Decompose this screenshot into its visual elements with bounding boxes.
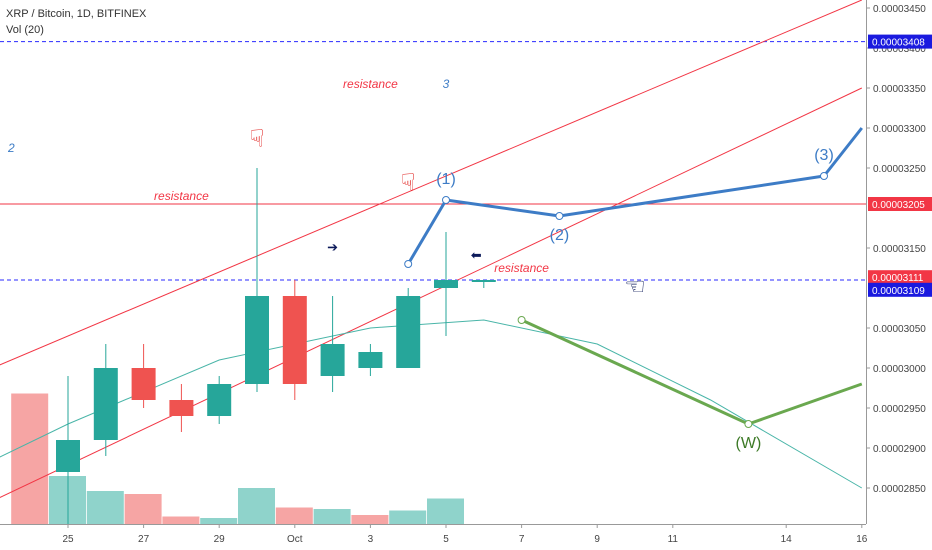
chart-annotation: resistance — [343, 77, 398, 91]
candle-body — [245, 296, 269, 384]
volume-bar — [427, 498, 464, 524]
wave-path-green-node — [744, 420, 753, 428]
candle-body — [93, 368, 118, 440]
curved-projection-arc — [0, 319, 863, 489]
wave-path-blue-node — [442, 196, 450, 204]
price-tag — [868, 270, 932, 285]
volume-bar — [238, 488, 275, 524]
time-tick-label: 14 — [781, 534, 793, 545]
time-tick-label: 16 — [856, 534, 868, 545]
chart-annotation: 3 — [443, 77, 450, 91]
time-tick-label: 7 — [519, 534, 525, 545]
candle-body — [282, 296, 307, 384]
candle-body — [56, 440, 80, 472]
price-tick-label: 0.00002950 — [873, 404, 926, 415]
candle-body — [131, 368, 156, 400]
price-tag-label: 0.00003408 — [872, 38, 925, 49]
wave-path-green — [520, 318, 863, 426]
price-tick-label: 0.00003050 — [873, 324, 926, 335]
wave-path-green-node — [517, 316, 526, 324]
volume-bar — [162, 516, 200, 524]
chart-annotation: resistance — [154, 189, 209, 203]
chart-annotation: (3) — [814, 147, 834, 164]
price-tick-label: 0.00003000 — [873, 364, 926, 375]
time-tick-label: 29 — [214, 534, 226, 545]
price-tag-label: 0.00003109 — [872, 286, 925, 297]
price-tag-label: 0.00003205 — [872, 200, 925, 211]
price-tick-label: 0.00003400 — [873, 44, 926, 55]
price-tick-label: 0.00003350 — [873, 84, 926, 95]
price-tick-label: 0.00002900 — [873, 444, 926, 455]
price-tag — [868, 34, 932, 49]
price-tick-label: 0.00003250 — [873, 164, 926, 175]
volume-bar — [275, 507, 313, 524]
volume-bar — [124, 494, 162, 524]
time-tick-label: 11 — [668, 534, 679, 545]
chart-annotation: (1) — [436, 171, 456, 188]
plot-area: resistance 3 2 resistance resistance (1) (2) (3… — [0, 0, 866, 524]
chart-annotation: (2) — [550, 227, 570, 244]
volume-bar — [389, 510, 427, 524]
volume-bar — [200, 518, 238, 524]
chart-annotation: resistance — [494, 261, 549, 275]
time-tick-label: 9 — [594, 534, 600, 545]
pointing-down-hand-icon: ☟ — [401, 169, 416, 196]
candle-body — [396, 296, 421, 368]
channel-line — [0, 0, 862, 366]
candle-body — [207, 384, 232, 416]
volume-bar — [351, 515, 389, 524]
price-tick-label: 0.00002850 — [873, 484, 926, 495]
time-tick-label: 27 — [138, 534, 150, 545]
volume-bar — [11, 393, 49, 524]
volume-bar — [86, 491, 124, 524]
candle-body — [320, 344, 345, 376]
chart-title: XRP / Bitcoin, 1D, BITFINEX — [6, 8, 147, 20]
channel-line — [0, 87, 863, 499]
chart-annotation: 2 — [7, 141, 15, 155]
candle-body — [169, 400, 194, 416]
time-tick-label: 3 — [368, 534, 374, 545]
wave-path-blue-node — [820, 172, 828, 180]
candle-body — [434, 280, 458, 288]
price-tag-label: 0.00003111 — [872, 273, 924, 284]
time-tick-label: 5 — [443, 534, 449, 545]
price-tick-label: 0.00003450 — [873, 4, 926, 15]
volume-bar — [313, 509, 351, 524]
wave-path-blue-node — [404, 260, 413, 268]
price-tick-label: 0.00003300 — [873, 124, 926, 135]
arrow-left-icon: ⬅ — [471, 247, 482, 262]
wave-path-blue-node — [555, 212, 564, 220]
time-tick-label: Oct — [287, 534, 303, 545]
pointing-left-hand-icon: ☜ — [624, 273, 646, 300]
price-tick-label: 0.00003150 — [873, 244, 926, 255]
arrow-right-icon: ➔ — [327, 239, 338, 254]
volume-indicator-label: Vol (20) — [6, 24, 44, 36]
price-tag — [868, 282, 932, 297]
chart-annotation: (W) — [736, 435, 762, 452]
candle-body — [471, 280, 496, 282]
candle-body — [358, 352, 383, 368]
price-tag — [868, 197, 932, 211]
pointing-down-hand-icon: ☟ — [250, 125, 265, 152]
time-tick-label: 25 — [62, 534, 74, 545]
